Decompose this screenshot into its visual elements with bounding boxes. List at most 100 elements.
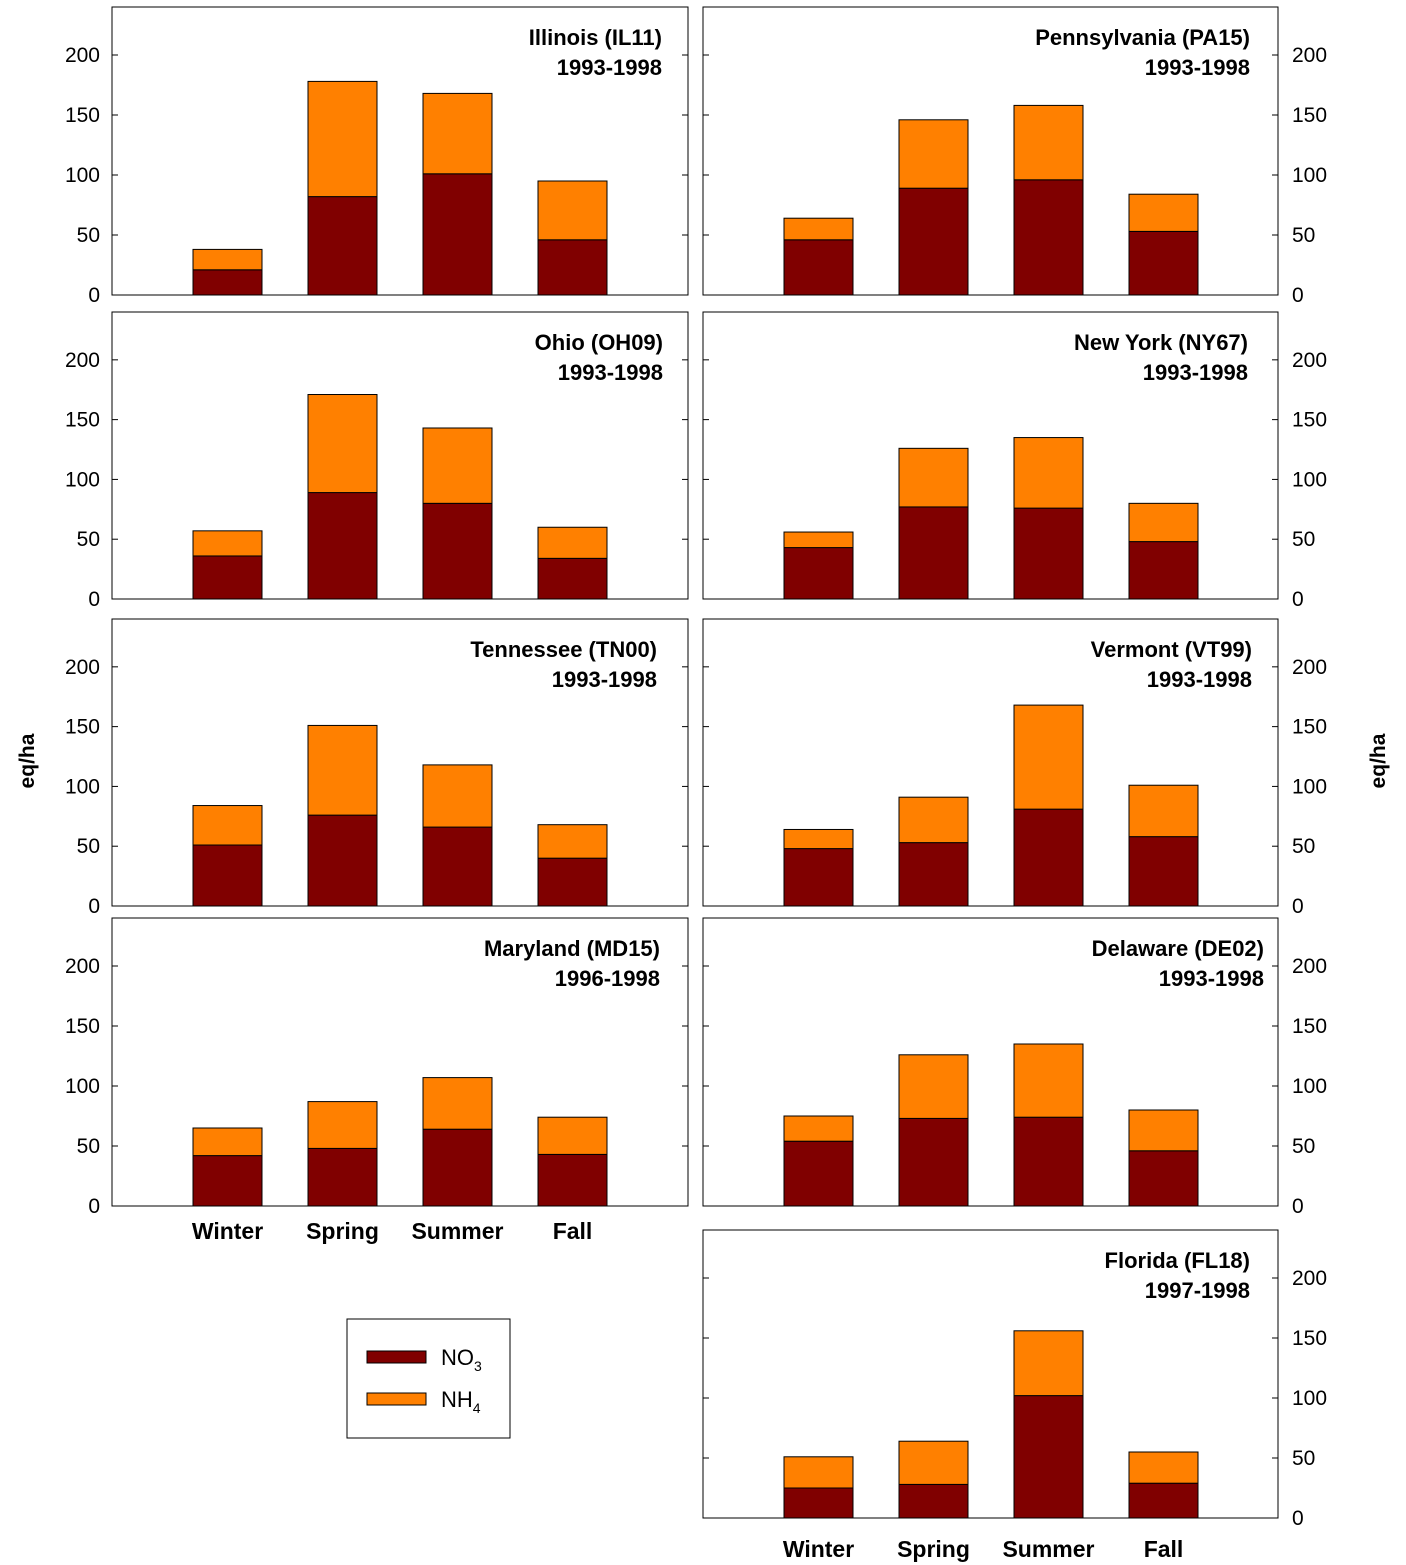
panel-period: 1993-1998: [1143, 360, 1248, 385]
bar-nh4-spring: [898, 119, 969, 189]
y-tick-label: 150: [1292, 1327, 1327, 1350]
y-tick-label: 200: [65, 656, 100, 679]
y-tick-label: 200: [65, 349, 100, 372]
bar-no3-fall: [1128, 836, 1199, 907]
y-tick-label: 100: [1292, 164, 1327, 187]
y-tick-label: 150: [65, 1015, 100, 1038]
bar-no3-winter: [192, 844, 263, 907]
y-tick-label: 50: [1292, 835, 1315, 858]
x-category-label: Spring: [306, 1218, 379, 1244]
bar-nh4-winter: [783, 1115, 854, 1142]
bar-no3-summer: [1013, 179, 1084, 296]
panel-vermont-vt99: 0 50 100 150 200 Vermont (VT99) 1993-1998: [702, 618, 1327, 918]
bar-no3-fall: [1128, 230, 1199, 296]
plot-frame: [702, 618, 1279, 907]
bar-no3-winter: [192, 555, 263, 600]
bar-no3-summer: [1013, 808, 1084, 907]
panel-period: 1993-1998: [558, 360, 663, 385]
panel-title: Vermont (VT99): [1091, 637, 1252, 662]
bar-nh4-summer: [1013, 437, 1084, 509]
panel-ohio-oh09: 0 50 100 150 200 Ohio (OH09) 1993-1998: [65, 311, 689, 611]
y-tick-label: 200: [1292, 44, 1327, 67]
y-tick-label: 150: [65, 409, 100, 432]
x-category-label: Summer: [411, 1218, 503, 1244]
bar-no3-fall: [537, 557, 608, 600]
bar-no3-summer: [1013, 507, 1084, 600]
bar-no3-spring: [307, 814, 378, 907]
bar-no3-summer: [1013, 1395, 1084, 1519]
y-tick-label: 100: [1292, 775, 1327, 798]
plot-frame: [702, 6, 1279, 296]
legend-box: [346, 1318, 511, 1439]
plot-frame: [702, 1229, 1279, 1519]
y-tick-label: 0: [88, 895, 100, 918]
bar-nh4-spring: [898, 1054, 969, 1119]
bar-nh4-winter: [192, 1127, 263, 1157]
y-tick-label: 200: [65, 955, 100, 978]
plot-frame: [702, 917, 1279, 1207]
y-tick-label: 50: [1292, 1447, 1315, 1470]
bar-no3-spring: [898, 506, 969, 600]
plot-frame: [111, 618, 689, 907]
plot-frame: [111, 6, 689, 296]
y-tick-label: 0: [88, 284, 100, 307]
plot-frame: [111, 917, 689, 1207]
bar-nh4-spring: [307, 394, 378, 494]
y-tick-label: 0: [1292, 588, 1304, 611]
y-tick-label: 50: [1292, 1135, 1315, 1158]
bar-no3-winter: [783, 848, 854, 907]
bar-nh4-summer: [422, 427, 493, 504]
x-category-label: Spring: [897, 1536, 970, 1562]
bar-nh4-spring: [898, 1440, 969, 1485]
y-axis-title-left: eq/ha: [16, 733, 39, 788]
panel-period: 1993-1998: [1147, 667, 1252, 692]
panel-maryland-md15: 0 50 100 150 200 Maryland (MD15) 1996-1998: [65, 917, 689, 1218]
y-tick-label: 100: [65, 775, 100, 798]
bar-no3-summer: [422, 502, 493, 600]
y-tick-label: 150: [1292, 104, 1327, 127]
bar-nh4-summer: [1013, 104, 1084, 181]
y-tick-label: 50: [1292, 528, 1315, 551]
y-tick-label: 0: [1292, 895, 1304, 918]
y-tick-label: 100: [65, 468, 100, 491]
bar-no3-fall: [1128, 1482, 1199, 1519]
bar-no3-fall: [1128, 1150, 1199, 1207]
panel-pennsylvania-pa15: 0 50 100 150 200 Pennsylvania (PA15) 1993-1998: [702, 6, 1327, 307]
panel-illinois-il11: 0 50 100 150 200 Illinois (IL11) 1993-1998: [65, 6, 689, 307]
y-tick-label: 200: [65, 44, 100, 67]
x-category-label: Winter: [783, 1536, 854, 1562]
bar-nh4-winter: [192, 248, 263, 271]
y-tick-label: 0: [88, 1195, 100, 1218]
bar-nh4-winter: [783, 531, 854, 549]
y-tick-label: 100: [1292, 1387, 1327, 1410]
bar-no3-summer: [422, 826, 493, 907]
y-tick-label: 150: [1292, 716, 1327, 739]
bar-nh4-summer: [422, 92, 493, 175]
legend-label-no3: NO3: [441, 1345, 482, 1374]
y-tick-label: 0: [1292, 284, 1304, 307]
bar-nh4-winter: [192, 805, 263, 846]
y-tick-label: 150: [65, 716, 100, 739]
bar-no3-winter: [783, 239, 854, 296]
plot-frame: [111, 311, 689, 600]
bar-nh4-summer: [1013, 1330, 1084, 1397]
bar-nh4-fall: [1128, 1109, 1199, 1152]
panel-tennessee-tn00: 0 50 100 150 200 Tennessee (TN00) 1993-1998: [65, 618, 689, 918]
legend-swatch-nh4: [366, 1392, 427, 1406]
bar-no3-spring: [307, 196, 378, 296]
y-tick-label: 50: [77, 224, 100, 247]
y-tick-label: 200: [1292, 349, 1327, 372]
panel-period: 1993-1998: [1159, 966, 1264, 991]
bar-no3-spring: [307, 492, 378, 600]
bar-nh4-spring: [307, 724, 378, 816]
bar-nh4-fall: [537, 824, 608, 859]
bar-no3-fall: [537, 239, 608, 296]
bar-no3-fall: [537, 1153, 608, 1207]
panel-title: Tennessee (TN00): [470, 637, 657, 662]
y-tick-label: 150: [65, 104, 100, 127]
bar-no3-spring: [898, 187, 969, 296]
bar-no3-fall: [537, 857, 608, 907]
bar-no3-winter: [783, 1140, 854, 1207]
panel-period: 1993-1998: [557, 55, 662, 80]
